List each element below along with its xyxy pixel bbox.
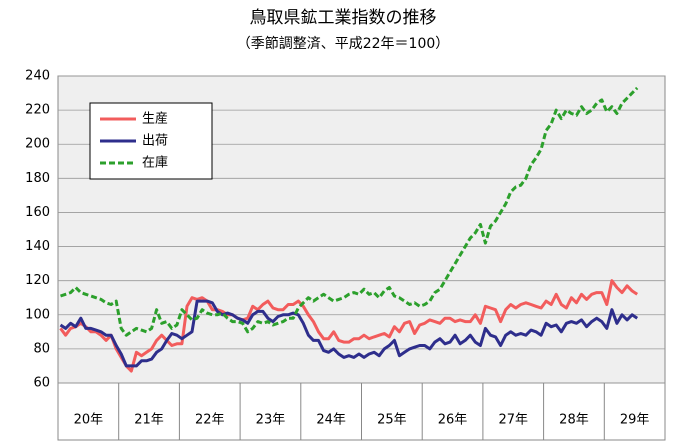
y-tick-label: 180 xyxy=(25,171,50,186)
series-line xyxy=(59,299,639,368)
x-tick-label: 26年 xyxy=(438,413,468,428)
chart-title: 鳥取県鉱工業指数の推移 xyxy=(250,8,437,28)
series-line xyxy=(60,86,639,337)
x-tick-label: 29年 xyxy=(620,413,650,428)
y-tick-label: 240 xyxy=(25,69,50,84)
y-tick-label: 140 xyxy=(25,239,50,254)
y-tick-label: 60 xyxy=(33,376,50,391)
x-tick-label: 25年 xyxy=(377,413,407,428)
chart-subtitle: （季節調整済、平成22年＝100） xyxy=(237,35,450,52)
y-tick-label: 160 xyxy=(25,205,50,220)
x-tick-label: 21年 xyxy=(134,413,164,428)
x-tick-label: 27年 xyxy=(498,413,528,428)
y-tick-label: 200 xyxy=(25,137,50,152)
legend-label: 生産 xyxy=(142,111,168,127)
x-tick-label: 28年 xyxy=(559,413,589,428)
y-tick-label: 120 xyxy=(25,273,50,288)
series-line xyxy=(59,279,639,373)
y-tick-label: 100 xyxy=(25,307,50,322)
x-tick-label: 20年 xyxy=(74,413,104,428)
x-tick-label: 24年 xyxy=(316,413,346,428)
x-tick-label: 23年 xyxy=(256,413,286,428)
legend-label: 在庫 xyxy=(142,156,168,171)
x-tick-label: 22年 xyxy=(195,413,225,428)
y-tick-label: 220 xyxy=(25,103,50,118)
y-tick-label: 80 xyxy=(33,341,50,356)
legend-label: 出荷 xyxy=(142,134,168,149)
